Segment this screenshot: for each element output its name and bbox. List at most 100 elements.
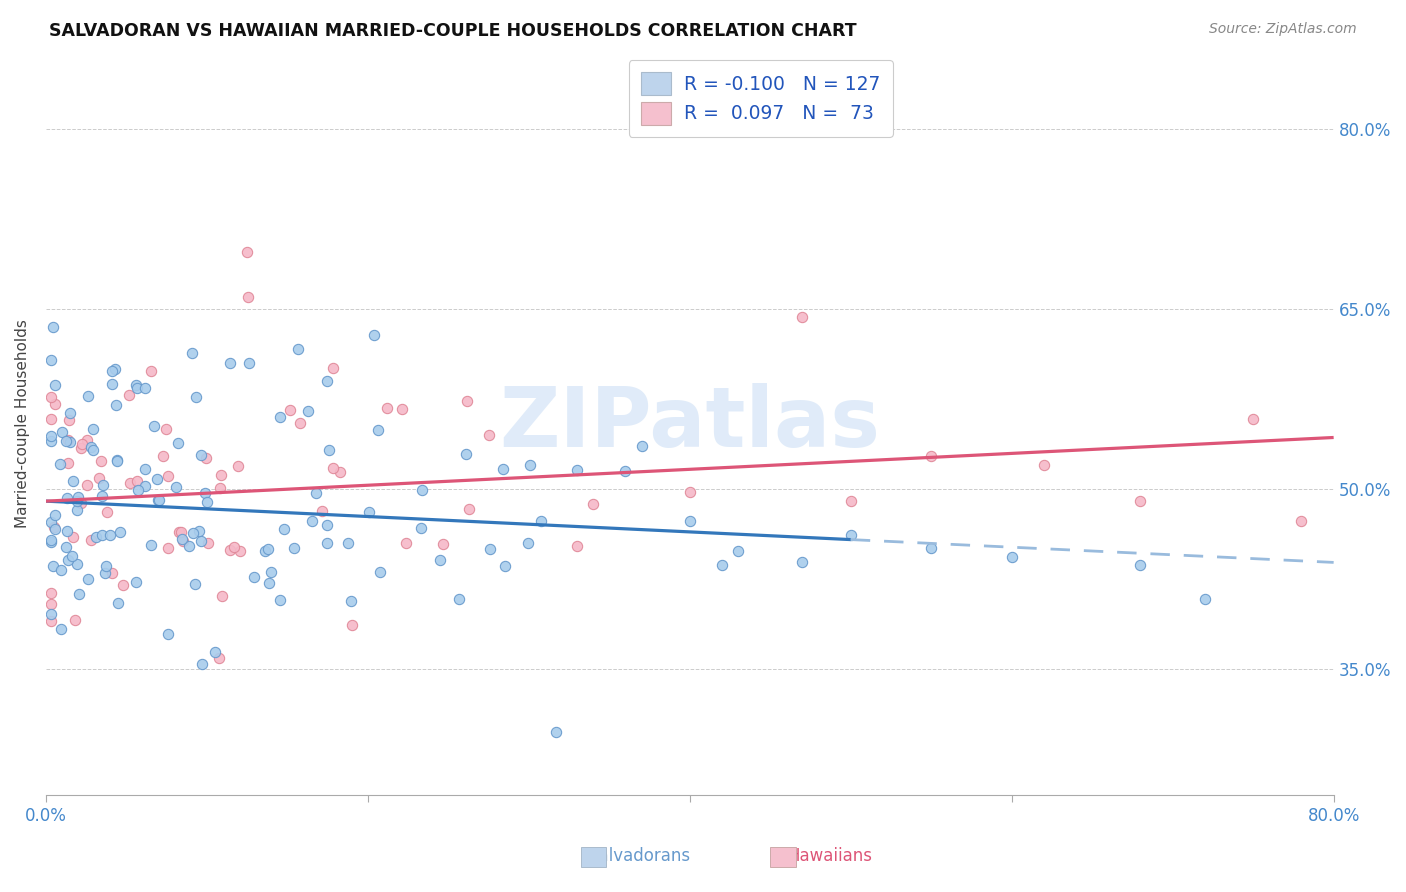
Text: Hawaiians: Hawaiians	[787, 847, 872, 865]
Point	[100, 377, 122, 392]
Point	[152, 450, 174, 464]
Point	[70, 441, 93, 455]
Point	[105, 453, 128, 467]
Point	[42, 319, 65, 334]
Point	[39, 515, 62, 529]
Point	[565, 463, 588, 477]
Point	[148, 492, 170, 507]
Point	[311, 504, 333, 518]
Point	[316, 536, 339, 550]
Point	[429, 552, 451, 566]
Point	[340, 618, 363, 632]
Point	[156, 541, 179, 556]
Point	[60, 549, 83, 564]
Point	[197, 536, 219, 550]
Point	[39, 353, 62, 368]
Point	[301, 514, 323, 528]
Point	[107, 596, 129, 610]
Point	[70, 436, 93, 450]
Point	[104, 398, 127, 412]
Point	[181, 526, 204, 541]
Point	[101, 566, 124, 581]
Point	[139, 538, 162, 552]
Point	[243, 569, 266, 583]
Point	[411, 483, 433, 497]
Point	[297, 404, 319, 418]
Point	[59, 435, 82, 450]
Point	[1354, 464, 1376, 478]
Point	[288, 417, 311, 431]
Point	[44, 522, 66, 536]
Point	[39, 586, 62, 600]
Point	[77, 572, 100, 586]
Point	[155, 422, 177, 436]
Point	[44, 397, 66, 411]
Point	[195, 495, 218, 509]
Point	[711, 558, 734, 572]
Point	[456, 447, 478, 461]
Point	[727, 544, 749, 558]
Point	[260, 565, 283, 579]
Point	[1129, 493, 1152, 508]
Point	[494, 559, 516, 574]
Point	[56, 433, 79, 447]
Point	[39, 429, 62, 443]
Point	[544, 725, 567, 739]
Point	[283, 541, 305, 555]
Point	[238, 290, 260, 304]
Point	[1129, 558, 1152, 572]
Point	[269, 593, 291, 607]
Point	[318, 442, 340, 457]
Point	[1291, 514, 1313, 528]
Point	[839, 494, 862, 508]
Point	[222, 540, 245, 554]
Point	[66, 557, 89, 571]
Point	[219, 543, 242, 558]
Point	[65, 503, 87, 517]
Point	[112, 577, 135, 591]
Point	[170, 532, 193, 546]
Point	[226, 458, 249, 473]
Point	[340, 594, 363, 608]
Point	[167, 524, 190, 539]
Point	[367, 423, 389, 437]
Point	[336, 535, 359, 549]
Point	[51, 425, 73, 439]
Point	[305, 485, 328, 500]
Point	[127, 483, 149, 497]
Point	[146, 471, 169, 485]
Point	[42, 520, 65, 534]
Point	[96, 504, 118, 518]
Point	[59, 406, 82, 420]
Point	[1032, 458, 1054, 472]
Point	[80, 533, 103, 548]
Point	[134, 462, 156, 476]
Point	[96, 558, 118, 573]
Point	[125, 474, 148, 488]
Point	[357, 505, 380, 519]
Point	[125, 381, 148, 395]
Point	[183, 577, 205, 591]
Text: SALVADORAN VS HAWAIIAN MARRIED-COUPLE HOUSEHOLDS CORRELATION CHART: SALVADORAN VS HAWAIIAN MARRIED-COUPLE HO…	[49, 22, 856, 40]
Point	[91, 478, 114, 492]
Point	[256, 541, 278, 556]
Point	[519, 458, 541, 473]
Point	[190, 448, 212, 462]
Point	[91, 527, 114, 541]
Point	[101, 364, 124, 378]
Point	[143, 418, 166, 433]
Point	[79, 441, 101, 455]
Point	[792, 555, 814, 569]
Point	[211, 590, 233, 604]
Point	[517, 536, 540, 550]
Point	[449, 591, 471, 606]
Point	[329, 465, 352, 479]
Point	[530, 514, 553, 528]
Point	[391, 401, 413, 416]
Point	[375, 401, 398, 416]
Point	[84, 530, 107, 544]
Point	[363, 327, 385, 342]
Point	[69, 496, 91, 510]
Point	[118, 388, 141, 402]
Point	[58, 413, 80, 427]
